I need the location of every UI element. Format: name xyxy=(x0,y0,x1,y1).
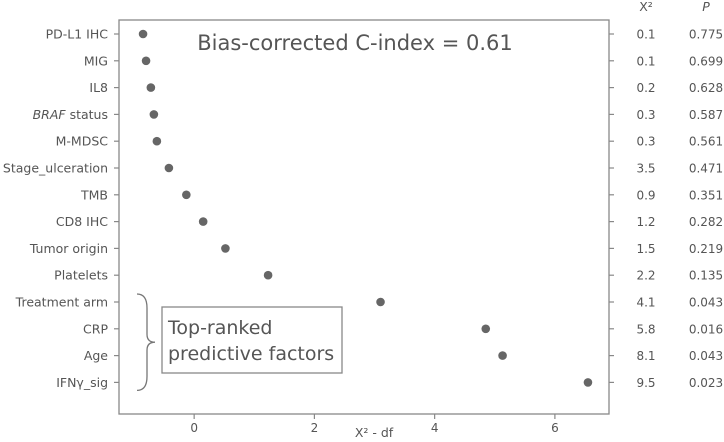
factor-label: IL8 xyxy=(89,80,108,95)
chi2-column-header: Χ² xyxy=(639,0,653,14)
p-column-header: P xyxy=(702,0,710,14)
factor-label: Stage_ulceration xyxy=(3,161,108,176)
p-value: 0.775 xyxy=(689,28,723,42)
factor-point xyxy=(141,56,151,66)
p-value: 0.023 xyxy=(689,376,723,390)
callout-line: Top-ranked xyxy=(167,317,273,339)
factor-label: Age xyxy=(84,348,108,363)
top-ranked-callout: Top-ranked predictive factors xyxy=(136,293,343,392)
curly-brace-icon xyxy=(136,293,156,392)
factor-label: M-MDSC xyxy=(56,134,109,149)
factor-point xyxy=(198,217,208,226)
chi2-value: 0.1 xyxy=(636,54,655,68)
chi2-value: 0.3 xyxy=(636,108,655,122)
factor-label: MIG xyxy=(84,53,108,68)
y-axis-ticks xyxy=(114,33,614,383)
factor-label: IFNγ_sig xyxy=(56,375,108,390)
factor-label: CD8 IHC xyxy=(56,214,108,229)
factor-label: CRP xyxy=(83,321,108,336)
chi2-value: 8.1 xyxy=(636,349,655,363)
chi2-value: 0.2 xyxy=(636,81,655,95)
chi2-value: 3.5 xyxy=(636,162,655,176)
factor-point xyxy=(221,244,230,253)
factor-label: BRAF status xyxy=(33,107,108,122)
p-value: 0.135 xyxy=(689,269,723,283)
factor-point xyxy=(164,163,174,173)
factor-point xyxy=(481,324,491,334)
factor-label: Treatment arm xyxy=(15,295,108,310)
factor-label: TMB xyxy=(80,187,108,202)
factor-label: PD-L1 IHC xyxy=(46,27,109,42)
y-axis-labels: PD-L1 IHC MIG IL8 BRAF status M-MDSC Stage_ul… xyxy=(3,27,109,390)
data-points xyxy=(138,29,593,387)
factor-point xyxy=(376,297,385,307)
factor-point xyxy=(583,378,593,387)
p-value: 0.561 xyxy=(689,135,723,149)
p-value: 0.587 xyxy=(689,108,723,122)
factor-point xyxy=(152,136,162,146)
x-tick-label: 0 xyxy=(190,421,198,435)
chi2-value: 1.5 xyxy=(636,242,655,256)
chi2-value: 0.1 xyxy=(636,28,655,42)
p-value: 0.016 xyxy=(689,322,723,336)
chi2-column: 0.1 0.1 0.2 0.3 0.3 3.5 0.9 1.2 1.5 2.2 4.1 5.8 8.1 9… xyxy=(636,28,655,390)
factor-point xyxy=(182,190,191,200)
p-value-column: 0.775 0.699 0.628 0.587 0.561 0.471 0.351 0.282… xyxy=(689,28,723,390)
x-tick-label: 4 xyxy=(431,421,439,435)
x-axis-ticks: 0 2 4 6 xyxy=(190,414,559,435)
factor-point xyxy=(498,351,507,360)
callout-box xyxy=(161,306,343,374)
p-value: 0.219 xyxy=(689,242,723,256)
p-value: 0.282 xyxy=(689,215,723,229)
x-tick-label: 6 xyxy=(551,421,559,435)
p-value: 0.351 xyxy=(689,188,723,202)
factor-point xyxy=(263,270,273,280)
factor-point xyxy=(149,110,159,119)
chi2-value: 0.9 xyxy=(636,188,655,202)
p-value: 0.471 xyxy=(689,162,723,176)
factor-label: Tumor origin xyxy=(29,241,108,256)
x-tick-label: 2 xyxy=(311,421,319,435)
chi2-value: 2.2 xyxy=(636,269,655,283)
x-axis-label: Χ² - df xyxy=(355,425,394,440)
factor-point xyxy=(146,83,156,92)
factor-point xyxy=(138,29,148,39)
p-value: 0.043 xyxy=(689,349,723,363)
p-value: 0.699 xyxy=(689,54,723,68)
chi2-value: 9.5 xyxy=(636,376,655,390)
chi2-value: 4.1 xyxy=(636,296,655,310)
callout-line: predictive factors xyxy=(168,343,334,365)
chi2-value: 5.8 xyxy=(636,322,655,336)
plot-frame xyxy=(118,19,610,415)
factor-label: Platelets xyxy=(54,268,108,283)
chi2-value: 0.3 xyxy=(636,135,655,149)
p-value: 0.043 xyxy=(689,296,723,310)
c-index-annotation: Bias-corrected C-index = 0.61 xyxy=(197,31,512,55)
p-value: 0.628 xyxy=(689,81,723,95)
chi2-value: 1.2 xyxy=(636,215,655,229)
